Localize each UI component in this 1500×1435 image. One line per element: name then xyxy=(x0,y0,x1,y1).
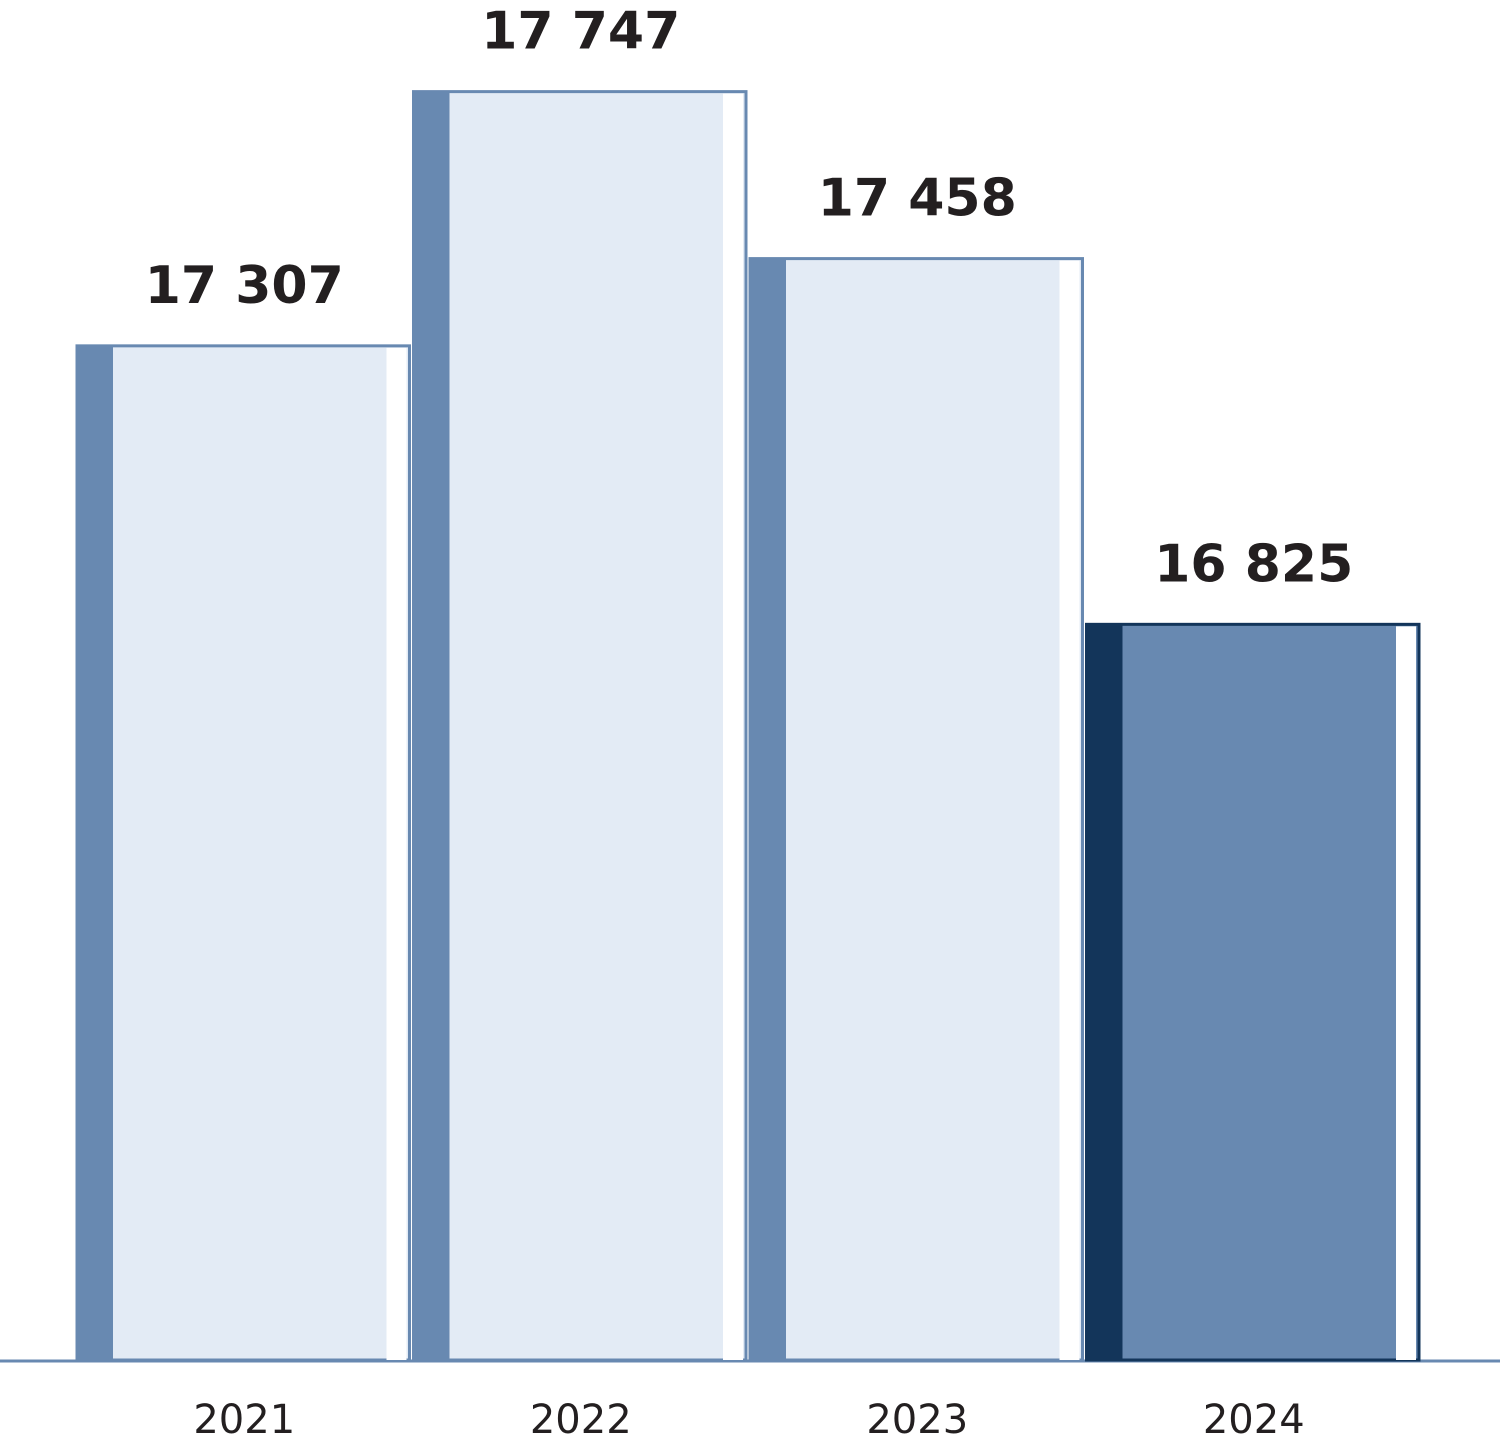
value-label: 17 458 xyxy=(818,169,1017,229)
value-label: 16 825 xyxy=(1154,534,1353,594)
value-label: 17 747 xyxy=(481,2,680,62)
bar-highlight xyxy=(1396,626,1416,1360)
value-label: 17 307 xyxy=(145,256,344,316)
bar-accent xyxy=(412,90,450,1361)
bar-highlight xyxy=(386,347,407,1360)
bar-accent xyxy=(749,257,786,1361)
x-tick-label: 2021 xyxy=(193,1397,295,1435)
bar xyxy=(412,90,748,1362)
bar-highlight xyxy=(1059,260,1080,1361)
x-tick-label: 2022 xyxy=(530,1397,632,1435)
bar xyxy=(1085,622,1421,1362)
x-tick-label: 2024 xyxy=(1203,1397,1305,1435)
bar-accent xyxy=(1085,623,1123,1360)
x-tick-label: 2023 xyxy=(866,1397,968,1435)
bar xyxy=(75,344,411,1362)
bar xyxy=(748,257,1084,1362)
bar-accent xyxy=(76,344,113,1360)
bar-highlight xyxy=(723,93,743,1361)
